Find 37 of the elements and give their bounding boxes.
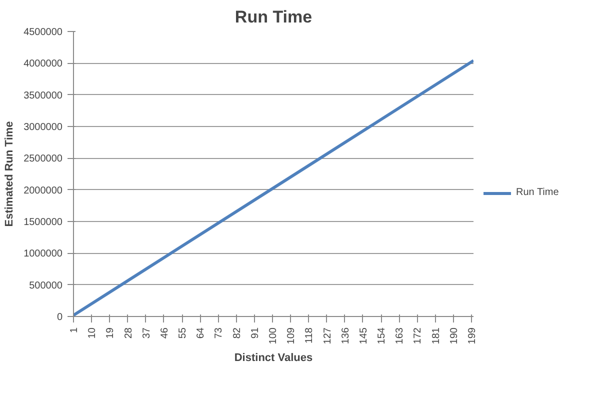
y-tick-label: 2500000 xyxy=(24,154,63,165)
x-tick-label: 91 xyxy=(250,327,261,339)
y-tick-label: 500000 xyxy=(29,280,63,292)
y-tick-label: 0 xyxy=(56,312,63,323)
y-tick-label: 4500000 xyxy=(24,27,63,38)
x-tick-label: 154 xyxy=(376,327,388,344)
y-tick-label: 4000000 xyxy=(24,58,63,70)
x-tick-label: 64 xyxy=(196,327,207,339)
legend-label: Run Time xyxy=(516,187,559,198)
x-tick-label: 172 xyxy=(412,327,424,344)
x-tick-label: 1 xyxy=(69,327,80,334)
x-tick-label: 145 xyxy=(358,327,370,344)
x-tick-label: 118 xyxy=(304,327,316,344)
x-tick-label: 82 xyxy=(232,327,243,339)
x-tick-label: 37 xyxy=(141,327,152,339)
y-tick-label: 3000000 xyxy=(24,122,63,133)
x-tick-label: 100 xyxy=(268,327,279,344)
x-tick-label: 109 xyxy=(286,327,298,344)
x-tick-label: 73 xyxy=(214,327,225,339)
x-tick-label: 127 xyxy=(322,327,334,344)
y-tick-label: 3500000 xyxy=(24,90,63,102)
x-axis-title: Distinct Values xyxy=(234,352,313,364)
x-tick-label: 28 xyxy=(123,327,134,339)
y-tick-label: 1000000 xyxy=(24,248,63,260)
y-axis-title: Estimated Run Time xyxy=(4,121,16,227)
x-tick-label: 190 xyxy=(448,327,460,344)
x-tick-label: 10 xyxy=(87,327,98,339)
x-tick-label: 136 xyxy=(340,327,352,344)
chart-title: Run Time xyxy=(234,8,312,26)
x-tick-label: 19 xyxy=(105,327,116,339)
y-tick-label: 1500000 xyxy=(24,217,63,228)
x-tick-label: 46 xyxy=(159,327,170,339)
x-tick-label: 163 xyxy=(394,327,406,344)
x-tick-label: 55 xyxy=(178,327,189,339)
x-tick-label: 181 xyxy=(430,327,442,344)
y-tick-label: 2000000 xyxy=(24,185,63,196)
x-tick-label: 199 xyxy=(466,327,478,344)
